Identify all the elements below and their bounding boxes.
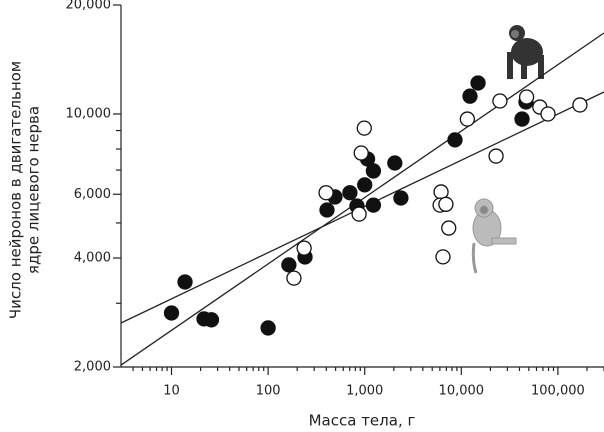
- data-point: [286, 270, 302, 286]
- data-point: [296, 240, 312, 256]
- data-point: [318, 185, 334, 201]
- data-point: [387, 155, 403, 171]
- data-point: [438, 196, 454, 212]
- data-point: [365, 163, 382, 179]
- data-point: [393, 190, 409, 206]
- y-tick-label: 10,000: [66, 106, 112, 121]
- data-point: [260, 320, 276, 336]
- x-tick-label: 1,000: [346, 384, 383, 399]
- y-tick-label: 4,000: [74, 251, 111, 266]
- y-axis-label-line: ядре лицевого нерва: [25, 106, 43, 274]
- data-point: [518, 89, 535, 105]
- data-point: [514, 111, 530, 127]
- y-tick-label: 20,000: [66, 0, 112, 13]
- data-point: [459, 111, 476, 127]
- x-tick-label: 10,000: [439, 384, 485, 399]
- x-tick-label: 100: [256, 384, 281, 399]
- data-point: [572, 97, 588, 113]
- data-point: [462, 88, 478, 104]
- y-tick-label: 2,000: [74, 360, 111, 375]
- macaque-icon: [471, 198, 517, 274]
- data-point: [540, 106, 556, 122]
- y-tick-label: 6,000: [74, 187, 111, 202]
- chimpanzee-icon: [507, 25, 544, 79]
- data-point: [177, 274, 193, 290]
- data-point: [203, 312, 220, 328]
- data-point: [351, 206, 367, 222]
- data-point: [441, 220, 457, 236]
- y-axis-label: Число нейронов в двигательном ядре лицев…: [7, 61, 43, 319]
- regression-line: [120, 32, 604, 366]
- data-point: [492, 93, 508, 109]
- data-point: [281, 257, 297, 273]
- data-point: [163, 305, 180, 321]
- data-point: [357, 177, 373, 193]
- data-point: [319, 202, 335, 218]
- data-point: [447, 132, 463, 148]
- data-point: [470, 75, 486, 91]
- data-point: [342, 185, 358, 201]
- data-point: [356, 120, 372, 136]
- y-axis-label-line: Число нейронов в двигательном: [7, 61, 25, 319]
- data-point: [353, 145, 369, 161]
- x-axis-label: Масса тела, г: [309, 412, 416, 430]
- data-point: [365, 197, 382, 213]
- x-tick-label: 100,000: [531, 384, 585, 399]
- x-tick-label: 10: [163, 384, 180, 399]
- data-point: [488, 148, 504, 164]
- data-point: [435, 249, 451, 265]
